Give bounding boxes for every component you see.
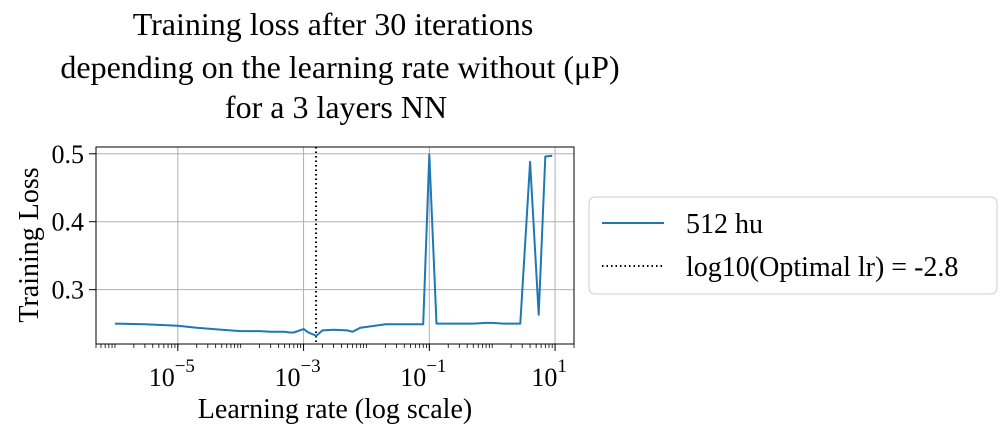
grid xyxy=(96,147,574,344)
y-axis-label: Training Loss xyxy=(14,167,45,322)
series-line-512-hu xyxy=(114,153,553,337)
x-axis-label: Learning rate (log scale) xyxy=(198,394,472,425)
x-tick-label: 101 xyxy=(531,356,567,392)
chart-title: Training loss after 30 iterations depend… xyxy=(60,6,619,125)
x-axis-ticks: 10−5 10−3 10−1 101 xyxy=(95,344,575,392)
y-tick-label: 0.4 xyxy=(52,208,85,237)
plot-frame xyxy=(95,146,575,345)
legend-label-512-hu: 512 hu xyxy=(686,209,763,240)
y-tick-label: 0.5 xyxy=(52,140,85,169)
x-tick-label: 10−5 xyxy=(149,356,195,392)
chart-title-line-1: Training loss after 30 iterations xyxy=(133,6,534,42)
legend: 512 hu log10(Optimal lr) = -2.8 xyxy=(588,196,998,295)
x-tick-label: 10−1 xyxy=(400,356,446,392)
y-tick-label: 0.3 xyxy=(52,276,85,305)
y-axis-ticks: 0.3 0.4 0.5 xyxy=(52,140,96,305)
legend-frame xyxy=(588,196,998,295)
x-tick-label: 10−3 xyxy=(274,356,320,392)
chart-title-line-2: depending on the learning rate without (… xyxy=(60,49,619,85)
series-layer xyxy=(114,153,553,337)
chart-title-line-3: for a 3 layers NN xyxy=(225,89,447,125)
legend-label-optimal-lr: log10(Optimal lr) = -2.8 xyxy=(686,252,958,283)
